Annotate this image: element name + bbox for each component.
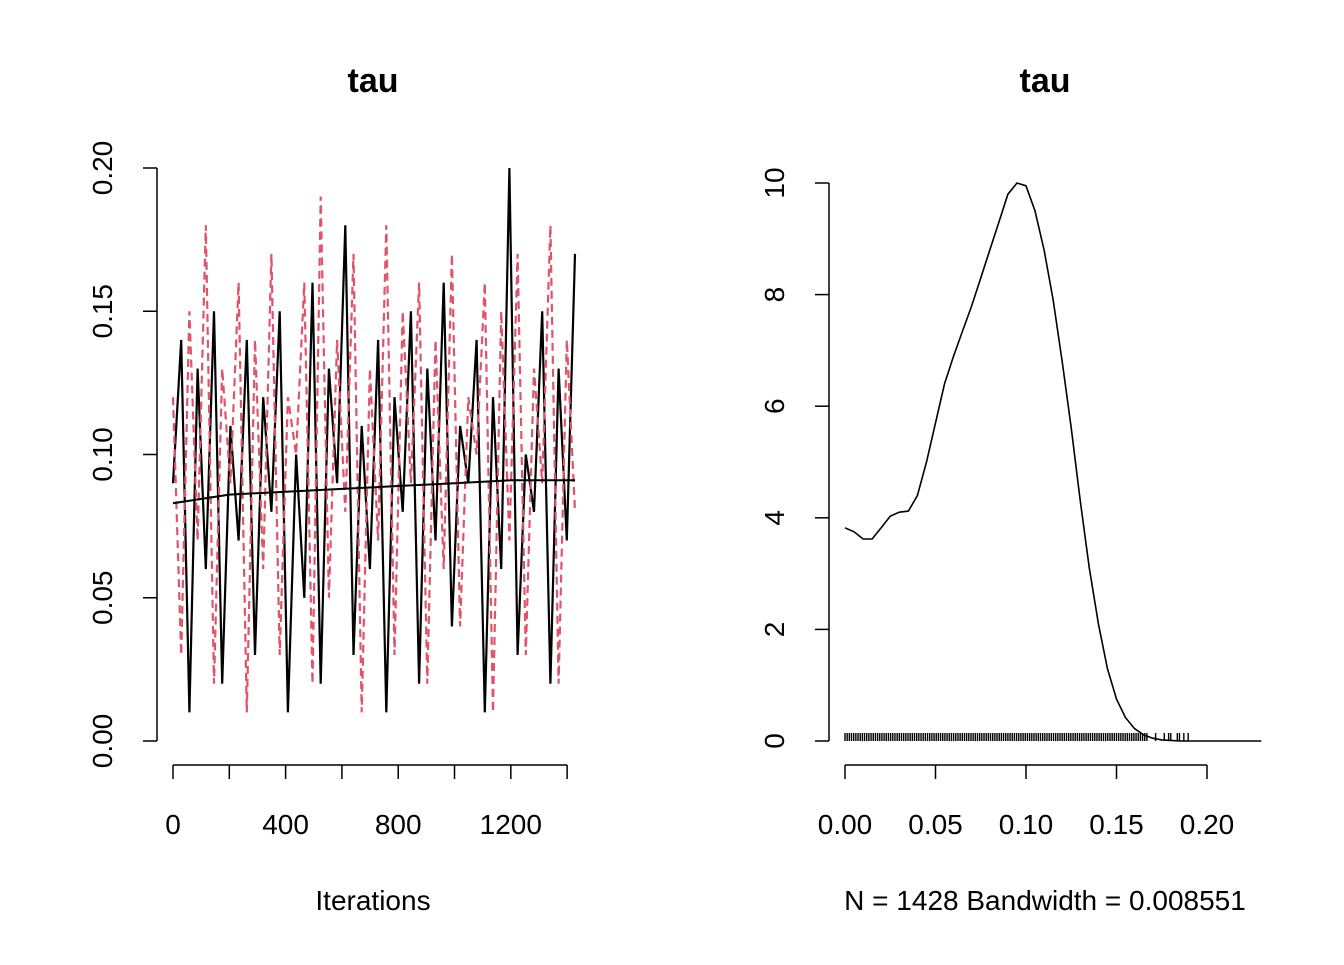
y-tick-label: 8 xyxy=(759,287,790,303)
y-tick-label: 0.15 xyxy=(87,284,118,339)
density-plot-rug xyxy=(845,733,1188,741)
density-plot-x-axis: 0.00 0.05 0.10 0.15 0.20 xyxy=(818,765,1235,840)
density-plot-series xyxy=(845,183,1261,741)
density-plot-title: tau xyxy=(1020,62,1071,100)
y-tick-label: 0 xyxy=(759,733,790,749)
trace-plot-x-axis: 0 400 800 1200 xyxy=(165,765,567,840)
y-tick-label: 10 xyxy=(759,167,790,198)
x-tick-label: 0.10 xyxy=(999,809,1054,840)
x-tick-label: 800 xyxy=(375,809,422,840)
x-tick-label: 0.00 xyxy=(818,809,873,840)
x-tick-label: 1200 xyxy=(480,809,542,840)
trace-plot-series xyxy=(173,168,575,712)
density-curve xyxy=(845,183,1261,741)
density-plot-panel: tau 0 2 4 6 8 10 0.00 0.05 0.10 0.15 0.20 N = 142… xyxy=(759,62,1261,916)
y-tick-label: 0.05 xyxy=(87,571,118,626)
density-plot-y-axis: 0 2 4 6 8 10 xyxy=(759,167,829,748)
y-tick-label: 6 xyxy=(759,398,790,414)
y-tick-label: 4 xyxy=(759,510,790,526)
trace-plot-x-label: Iterations xyxy=(315,885,430,916)
y-tick-label: 2 xyxy=(759,622,790,638)
x-tick-label: 400 xyxy=(262,809,309,840)
density-plot-x-label: N = 1428 Bandwidth = 0.008551 xyxy=(844,885,1246,916)
y-tick-label: 0.20 xyxy=(87,141,118,196)
x-tick-label: 0.15 xyxy=(1089,809,1144,840)
x-tick-label: 0.05 xyxy=(908,809,963,840)
trace-plot-y-axis: 0.00 0.05 0.10 0.15 0.20 xyxy=(87,141,157,769)
y-tick-label: 0.00 xyxy=(87,714,118,769)
x-tick-label: 0.20 xyxy=(1180,809,1235,840)
x-tick-label: 0 xyxy=(165,809,181,840)
trace-plot-panel: tau 0.00 0.05 0.10 0.15 0.20 0 400 800 1200 Ite… xyxy=(87,62,575,916)
y-tick-label: 0.10 xyxy=(87,427,118,482)
trace-plot-title: tau xyxy=(348,62,399,100)
